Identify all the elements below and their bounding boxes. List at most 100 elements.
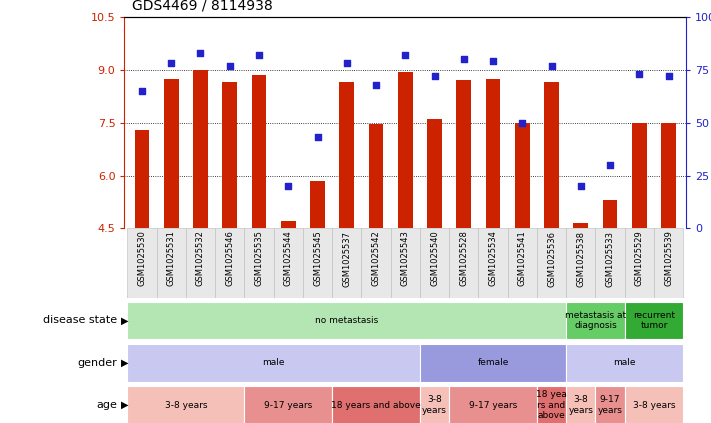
Text: male: male <box>614 358 636 367</box>
Bar <box>625 386 683 423</box>
Bar <box>398 71 412 228</box>
Bar <box>164 79 178 228</box>
Text: 3-8
years: 3-8 years <box>568 396 593 415</box>
Bar <box>281 221 296 228</box>
Bar <box>537 386 566 423</box>
Bar <box>127 302 566 339</box>
Point <box>429 73 440 80</box>
Point <box>517 119 528 126</box>
Bar <box>625 228 654 298</box>
Point <box>575 183 587 190</box>
Text: 3-8 years: 3-8 years <box>165 401 207 409</box>
Text: gender: gender <box>77 358 117 368</box>
Text: GSM1025528: GSM1025528 <box>459 231 469 286</box>
Text: 9-17 years: 9-17 years <box>264 401 312 409</box>
Text: ▶: ▶ <box>121 400 129 410</box>
Text: GDS4469 / 8114938: GDS4469 / 8114938 <box>132 0 272 13</box>
Text: GSM1025530: GSM1025530 <box>137 231 146 286</box>
Text: 9-17 years: 9-17 years <box>469 401 517 409</box>
Bar <box>427 119 442 228</box>
Text: GSM1025539: GSM1025539 <box>664 231 673 286</box>
Bar <box>449 386 537 423</box>
Bar <box>274 228 303 298</box>
Text: GSM1025536: GSM1025536 <box>547 231 556 286</box>
Bar <box>595 386 625 423</box>
Point <box>253 52 264 58</box>
Bar <box>186 228 215 298</box>
Text: GSM1025545: GSM1025545 <box>313 231 322 286</box>
Text: no metastasis: no metastasis <box>315 316 378 325</box>
Text: GSM1025537: GSM1025537 <box>342 231 351 286</box>
Text: ▶: ▶ <box>121 316 129 325</box>
Text: 18 years and above: 18 years and above <box>331 401 421 409</box>
Text: GSM1025535: GSM1025535 <box>255 231 264 286</box>
Bar <box>339 82 354 228</box>
Bar <box>303 228 332 298</box>
Bar <box>632 123 646 228</box>
Point <box>282 183 294 190</box>
Point <box>341 60 353 67</box>
Bar <box>661 123 676 228</box>
Bar <box>566 228 595 298</box>
Bar <box>449 228 479 298</box>
Bar <box>515 123 530 228</box>
Bar <box>595 228 625 298</box>
Text: GSM1025532: GSM1025532 <box>196 231 205 286</box>
Bar <box>566 302 625 339</box>
Bar <box>156 228 186 298</box>
Bar <box>420 344 566 382</box>
Bar <box>420 228 449 298</box>
Bar <box>537 228 566 298</box>
Point <box>224 62 235 69</box>
Text: GSM1025538: GSM1025538 <box>577 231 585 286</box>
Bar <box>361 228 390 298</box>
Bar <box>625 302 683 339</box>
Text: metastasis at
diagnosis: metastasis at diagnosis <box>565 311 626 330</box>
Text: GSM1025546: GSM1025546 <box>225 231 234 286</box>
Point <box>604 162 616 168</box>
Text: disease state: disease state <box>43 316 117 325</box>
Text: 3-8
years: 3-8 years <box>422 396 447 415</box>
Text: 9-17
years: 9-17 years <box>598 396 623 415</box>
Bar <box>127 344 420 382</box>
Text: 18 yea
rs and
above: 18 yea rs and above <box>536 390 567 420</box>
Text: GSM1025544: GSM1025544 <box>284 231 293 286</box>
Bar <box>566 386 595 423</box>
Text: female: female <box>477 358 509 367</box>
Bar <box>456 80 471 228</box>
Bar <box>508 228 537 298</box>
Bar <box>654 228 683 298</box>
Point <box>312 134 324 141</box>
Bar <box>390 228 420 298</box>
Text: ▶: ▶ <box>121 358 129 368</box>
Point <box>546 62 557 69</box>
Point <box>195 49 206 56</box>
Text: male: male <box>262 358 285 367</box>
Point <box>137 88 148 94</box>
Point <box>166 60 177 67</box>
Point <box>370 81 382 88</box>
Text: GSM1025541: GSM1025541 <box>518 231 527 286</box>
Bar <box>252 75 267 228</box>
Bar <box>574 223 588 228</box>
Point <box>458 56 469 63</box>
Text: 3-8 years: 3-8 years <box>633 401 675 409</box>
Bar <box>310 181 325 228</box>
Bar <box>127 386 245 423</box>
Point <box>487 58 498 65</box>
Text: GSM1025542: GSM1025542 <box>372 231 380 286</box>
Text: GSM1025531: GSM1025531 <box>167 231 176 286</box>
Text: GSM1025540: GSM1025540 <box>430 231 439 286</box>
Point <box>400 52 411 58</box>
Bar <box>245 386 332 423</box>
Bar <box>332 228 361 298</box>
Bar <box>332 386 420 423</box>
Bar <box>486 79 501 228</box>
Bar <box>544 82 559 228</box>
Bar <box>134 130 149 228</box>
Bar <box>420 386 449 423</box>
Bar <box>245 228 274 298</box>
Bar <box>603 200 617 228</box>
Bar <box>223 82 237 228</box>
Text: GSM1025543: GSM1025543 <box>401 231 410 286</box>
